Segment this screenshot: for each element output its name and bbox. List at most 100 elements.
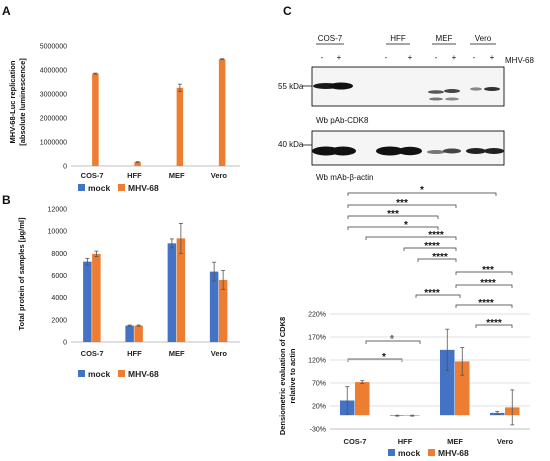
sig-label-13: * xyxy=(390,334,394,345)
legend-b: mock MHV-68 xyxy=(78,369,159,379)
legend-b-mhv-swatch xyxy=(118,370,125,377)
c-ytick-label: 20% xyxy=(312,404,326,411)
panel-b-ylabel: Total protein of samples [µg/ml] xyxy=(17,217,26,330)
sig-bracket-10 xyxy=(415,294,461,298)
panel-a-letter: A xyxy=(2,4,11,18)
sig-bracket-2 xyxy=(347,204,457,208)
wb-blot2-marker: 40 kDa xyxy=(278,140,304,149)
panel-c-letter: C xyxy=(283,4,292,18)
wb-blot2-caption: Wb mAb-β-actin xyxy=(316,173,374,182)
sig-bracket-5 xyxy=(365,236,457,240)
c-ytick-label: 220% xyxy=(308,312,326,319)
a-ytick-label: 5000000 xyxy=(40,44,67,51)
sig-label-2: *** xyxy=(396,198,408,209)
legend-c-mhv-label: MHV-68 xyxy=(438,448,469,458)
wb-cos7-plus: + xyxy=(337,53,342,62)
sig-bracket-4 xyxy=(347,226,439,230)
wb-lane-hff: HFF xyxy=(390,34,406,43)
wb-blot1-band-mef-plus xyxy=(444,89,460,93)
b-bar-mhv xyxy=(218,279,228,342)
b-ytick-label: 8000 xyxy=(51,251,67,258)
wb-blot1-band-vero-plus xyxy=(484,87,500,91)
sig-label-6: **** xyxy=(424,241,440,252)
sig-label-1: * xyxy=(420,185,424,196)
wb-lane-mef: MEF xyxy=(436,34,453,43)
a-bar-mhv xyxy=(218,59,226,167)
wb-blot2-band-mef-minus xyxy=(427,150,445,154)
a-category-label: COS-7 xyxy=(81,171,104,180)
b-ytick-label: 4000 xyxy=(51,295,67,302)
legend-a-mhv-label: MHV-68 xyxy=(128,183,159,193)
chart-c: -30% 20% 70% 120% 170% 220% COS-7 HFF MEF Vero xyxy=(308,312,530,446)
wb-hff-plus: + xyxy=(408,53,413,62)
a-ytick-label: 1000000 xyxy=(40,140,67,147)
a-category-label: Vero xyxy=(211,171,228,180)
legend-a-mock-swatch xyxy=(78,184,85,191)
c-ytick-label: 70% xyxy=(312,381,326,388)
b-bar-mock xyxy=(209,271,219,342)
sig-label-10: **** xyxy=(424,288,440,299)
b-category-label: MEF xyxy=(169,349,185,358)
a-ytick-label: 3000000 xyxy=(40,92,67,99)
c-bar-mhv xyxy=(455,361,470,416)
sig-bracket-6 xyxy=(403,247,457,251)
c-bar-mhv xyxy=(355,382,370,416)
panel-a-ylabel-line2: [absolute luminescence] xyxy=(18,58,27,146)
a-ytick-label: 2000000 xyxy=(40,116,67,123)
c-ytick-label: 120% xyxy=(308,358,326,365)
wb-lane-vero: Vero xyxy=(475,34,492,43)
a-category-label: MEF xyxy=(169,171,185,180)
wb-blot1-band-vero-minus xyxy=(470,87,482,91)
b-ytick-label: 12000 xyxy=(48,207,68,214)
wb-vero-minus: - xyxy=(473,53,476,62)
sig-bracket-12 xyxy=(475,324,513,328)
sig-label-4: * xyxy=(404,220,408,231)
sig-bracket-8 xyxy=(455,271,513,275)
b-bar-mock xyxy=(125,325,134,342)
sig-bracket-13 xyxy=(365,340,421,344)
sig-label-11: **** xyxy=(478,298,494,309)
wb-vero-plus: + xyxy=(490,53,495,62)
wb-blot2-band-hff-plus xyxy=(398,146,422,156)
wb-cos7-minus: - xyxy=(321,53,324,62)
sig-label-14: * xyxy=(382,352,386,363)
legend-c-mock-label: mock xyxy=(398,448,420,458)
wb-mef-minus: - xyxy=(435,53,438,62)
sig-bracket-11 xyxy=(455,304,513,308)
sig-bracket-3 xyxy=(347,215,439,219)
b-bar-mock xyxy=(83,261,92,342)
significance-brackets: * *** *** * **** **** **** *** **** ****… xyxy=(347,185,513,363)
legend-c-mock-swatch xyxy=(388,449,395,456)
b-category-label: Vero xyxy=(211,349,228,358)
b-bar-mhv xyxy=(92,253,101,342)
b-ytick-label: 10000 xyxy=(48,229,68,236)
panel-c-ylabel-line2: relative to actin xyxy=(288,348,297,403)
sig-label-3: *** xyxy=(387,209,399,220)
wb-hff-minus: - xyxy=(385,53,388,62)
chart-b: 0 2000 4000 6000 8000 10000 12000 COS-7 HFF MEF Ve… xyxy=(48,207,240,358)
b-ytick-label: 6000 xyxy=(51,273,67,280)
wb-blot1-band-mef-minus-lower xyxy=(429,97,443,101)
panel-c-ylabel-line1: Densiometric evaluation of CDK8 xyxy=(278,317,287,435)
sig-bracket-7 xyxy=(417,258,457,262)
legend-c: mock MHV-68 xyxy=(388,448,469,458)
legend-b-mock-label: mock xyxy=(88,369,110,379)
legend-a: mock MHV-68 xyxy=(78,183,159,193)
wb-blot1-marker: 55 kDa xyxy=(278,82,304,91)
c-category-label: COS-7 xyxy=(344,437,367,446)
legend-b-mock-swatch xyxy=(78,370,85,377)
panel-b-letter: B xyxy=(2,193,11,207)
legend-a-mhv-swatch xyxy=(118,184,125,191)
wb-blot2-band-hff-minus xyxy=(376,146,404,156)
wb-blot1-band-mef-plus-lower xyxy=(445,97,459,101)
sig-label-7: **** xyxy=(432,252,448,263)
c-category-label: Vero xyxy=(497,437,514,446)
b-bar-mhv xyxy=(134,325,143,342)
wb-blot2-band-vero-minus xyxy=(466,148,486,154)
wb-mef-plus: + xyxy=(452,53,457,62)
b-bar-mhv xyxy=(176,238,186,342)
c-category-label: HFF xyxy=(398,437,413,446)
sig-label-12: **** xyxy=(486,318,502,329)
a-ytick-label: 4000000 xyxy=(40,68,67,75)
